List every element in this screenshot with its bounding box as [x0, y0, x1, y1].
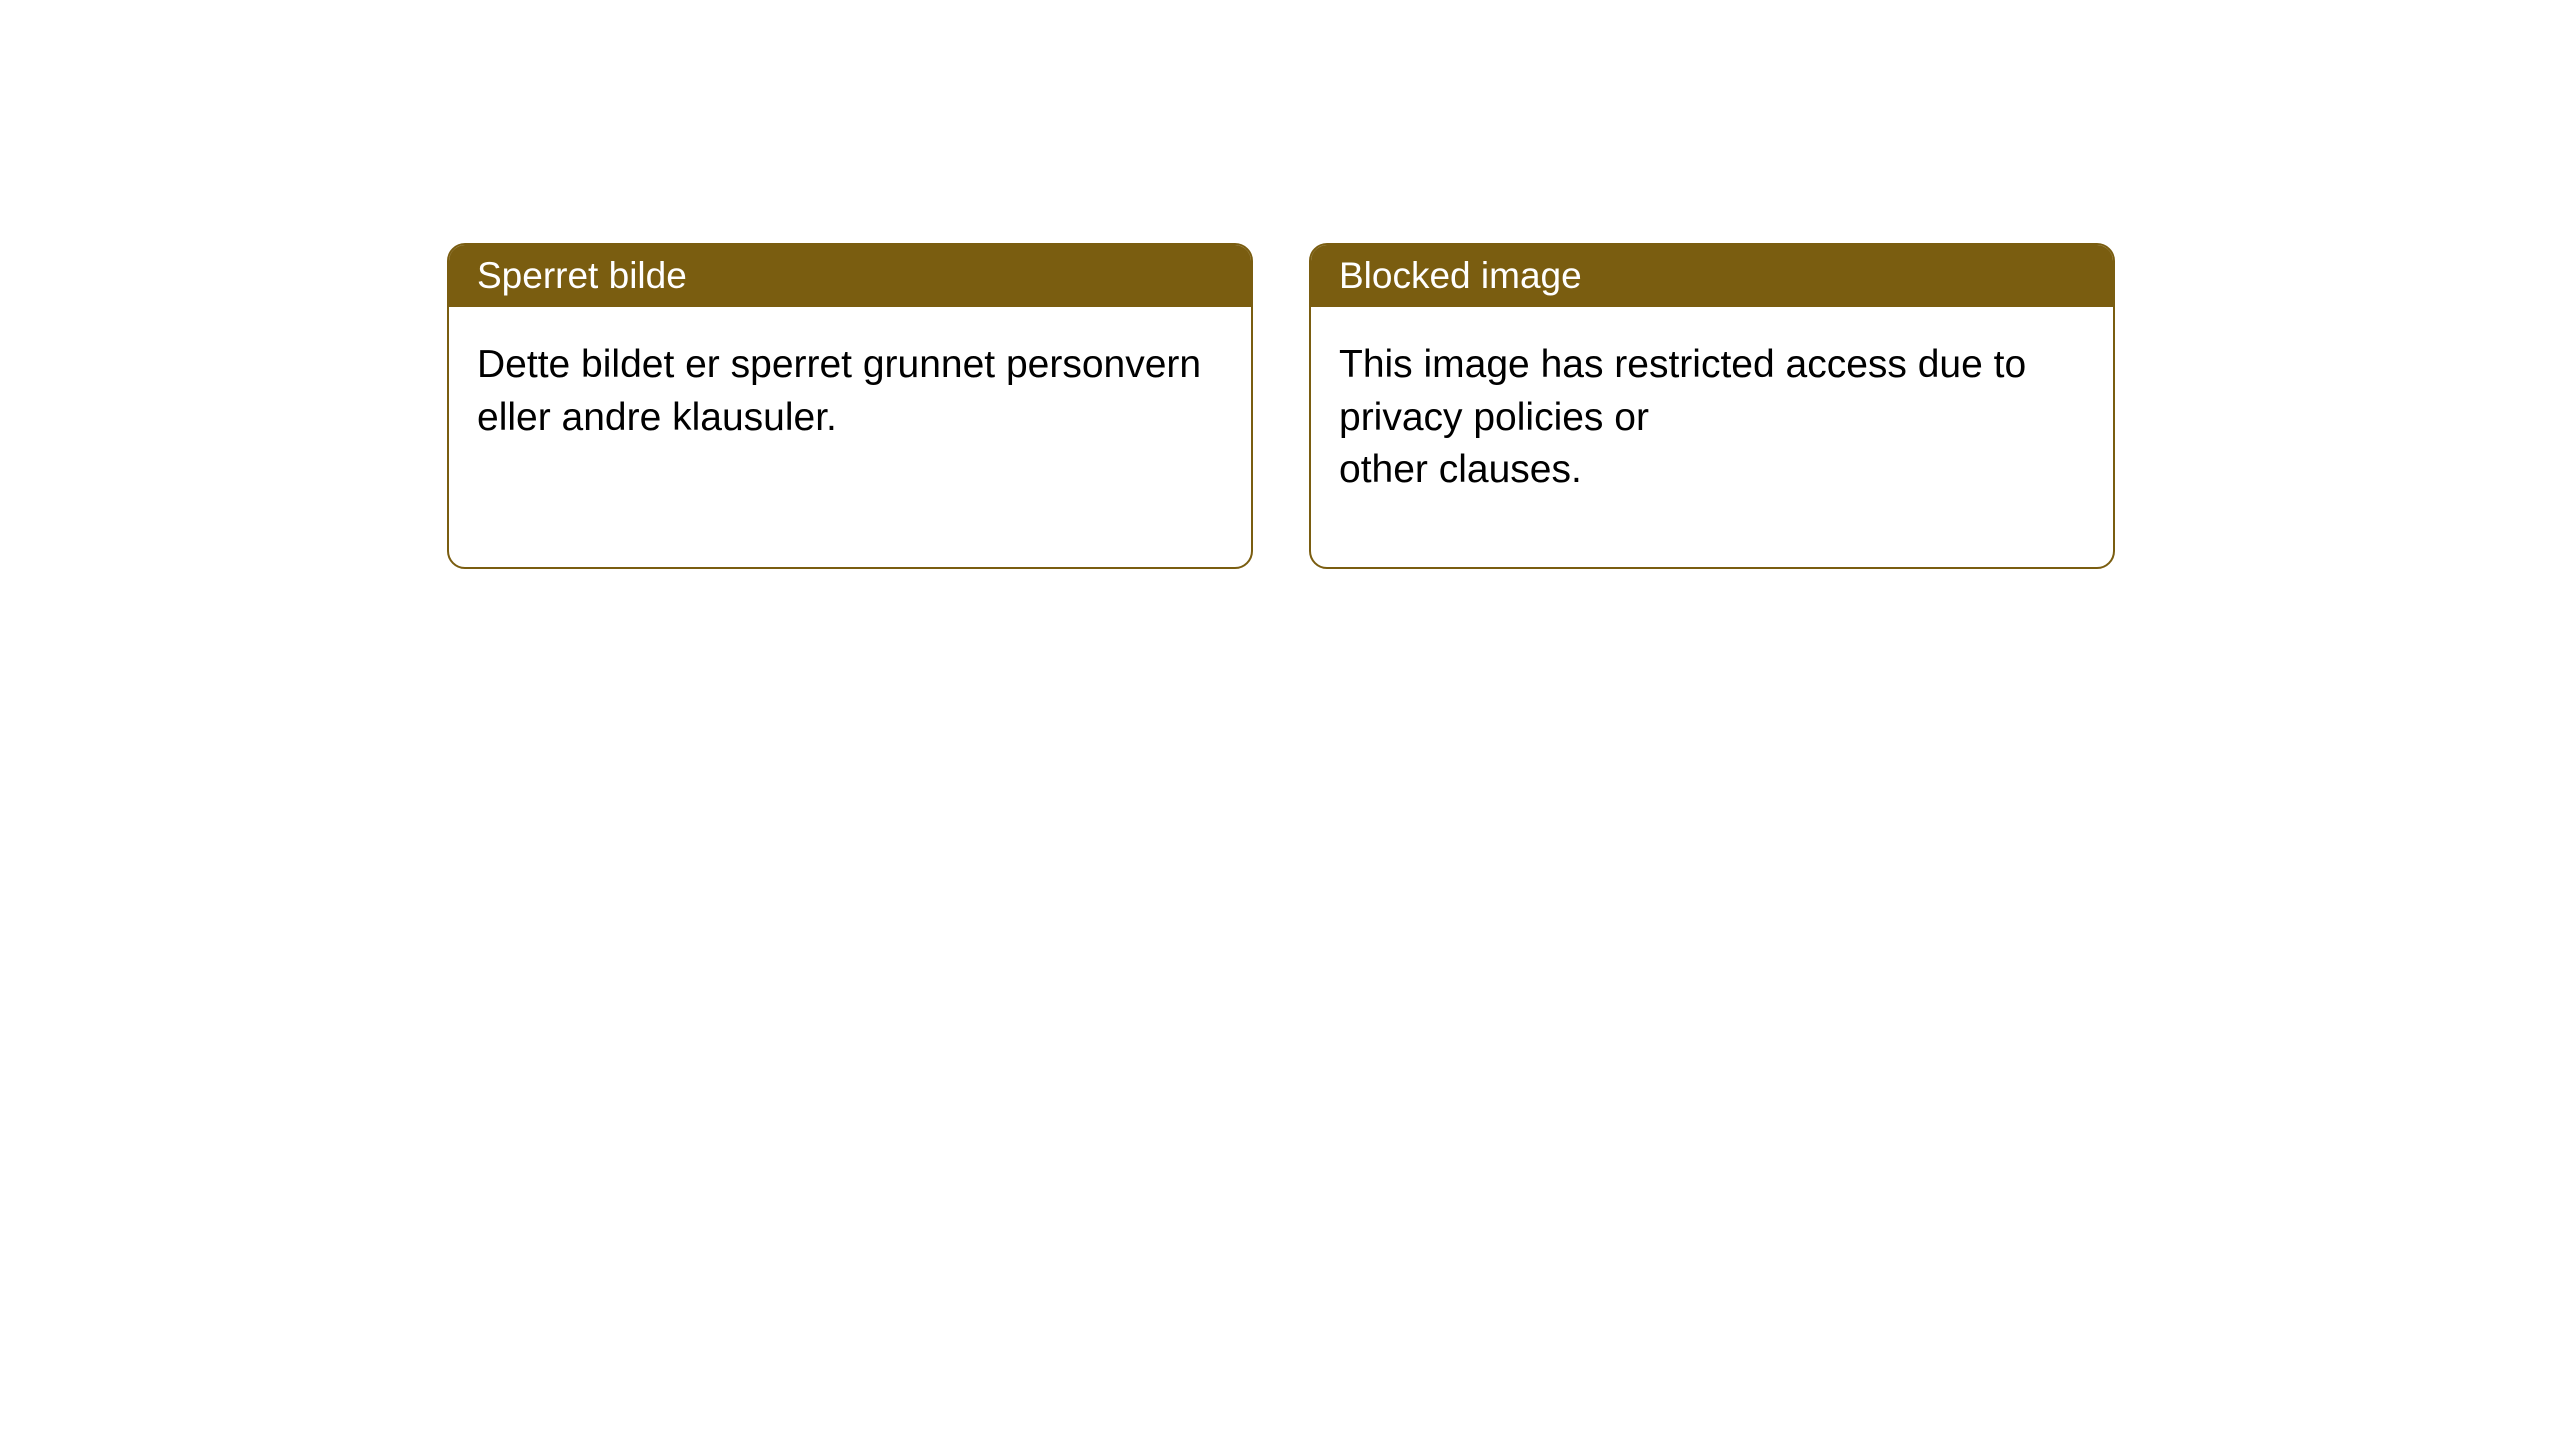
notice-container: Sperret bilde Dette bildet er sperret gr…: [0, 0, 2560, 569]
notice-header: Sperret bilde: [449, 245, 1251, 307]
notice-header: Blocked image: [1311, 245, 2113, 307]
notice-body: Dette bildet er sperret grunnet personve…: [449, 307, 1251, 514]
notice-card-english: Blocked image This image has restricted …: [1309, 243, 2115, 569]
notice-card-norwegian: Sperret bilde Dette bildet er sperret gr…: [447, 243, 1253, 569]
notice-body: This image has restricted access due to …: [1311, 307, 2113, 567]
